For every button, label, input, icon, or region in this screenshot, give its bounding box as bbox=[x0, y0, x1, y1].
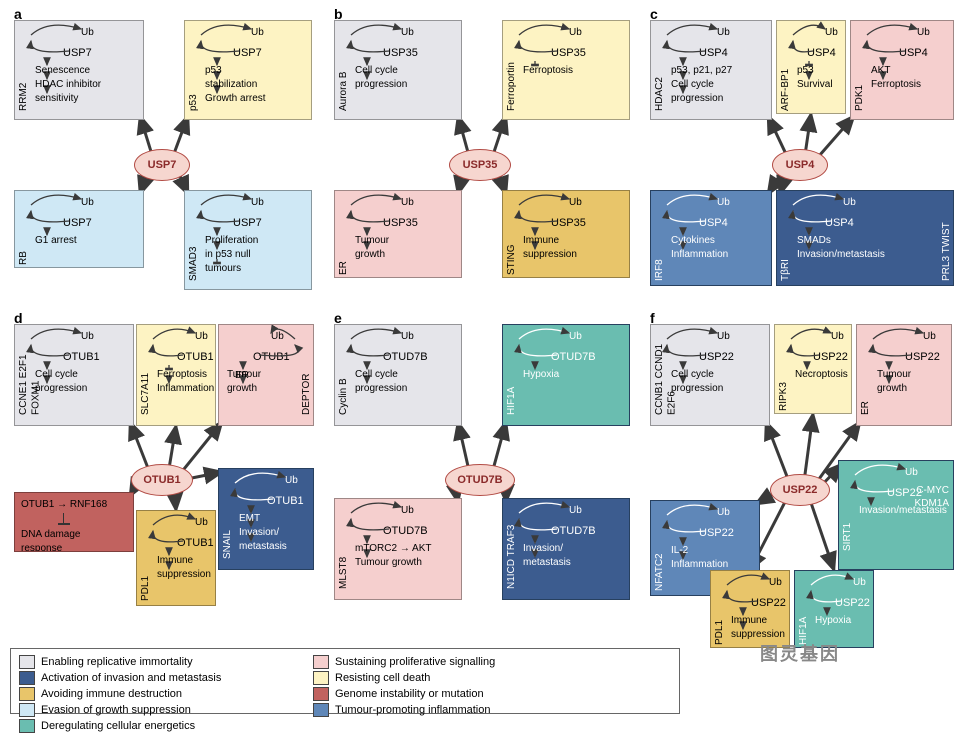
legend-swatch bbox=[19, 655, 35, 669]
legend-item: Tumour-promoting inflammation bbox=[313, 703, 593, 717]
legend-label: Resisting cell death bbox=[335, 672, 430, 684]
legend-swatch bbox=[19, 719, 35, 733]
watermark: 图灵基因 bbox=[760, 640, 840, 666]
legend-label: Sustaining proliferative signalling bbox=[335, 656, 495, 668]
box-c-0: HDAC2UbUSP4p53, p21, p27Cell cycleprogre… bbox=[650, 20, 772, 120]
hub-e: OTUD7B bbox=[445, 464, 515, 496]
box-c-4: TβRIPRL3 TWISTUbUSP4SMADsInvasion/metast… bbox=[776, 190, 954, 286]
box-c-3: IRF8UbUSP4CytokinesInflammation bbox=[650, 190, 772, 286]
box-c-1: ARF-BP1UbUSP4p53Survival bbox=[776, 20, 846, 114]
legend: Enabling replicative immortality Sustaini… bbox=[10, 648, 680, 714]
box-a-1: p53UbUSP7p53stabilizationGrowth arrest bbox=[184, 20, 312, 120]
box-f-2: ERUbUSP22Tumourgrowth bbox=[856, 324, 952, 426]
legend-swatch bbox=[313, 671, 329, 685]
box-d-5: SNAILUbOTUB1EMTInvasion/metastasis bbox=[218, 468, 314, 570]
box-d-1: SLC7A11UbOTUB1FerroptosisInflammation bbox=[136, 324, 216, 426]
box-f-1: RIPK3UbUSP22Necroptosis bbox=[774, 324, 852, 414]
box-b-0: Aurora BUbUSP35Cell cycleprogression bbox=[334, 20, 462, 120]
legend-item: Resisting cell death bbox=[313, 671, 593, 685]
box-d-0: CCNE1 E2F1 FOXM1UbOTUB1Cell cycleprogres… bbox=[14, 324, 134, 426]
box-e-2: MLST8UbOTUD7BmTORC2 → AKTTumour growth bbox=[334, 498, 462, 600]
box-c-2: PDK1UbUSP4AKTFerroptosis bbox=[850, 20, 954, 120]
box-f-0: CCNB1 CCND1 E2F6UbUSP22Cell cycleprogres… bbox=[650, 324, 770, 426]
legend-swatch bbox=[313, 655, 329, 669]
legend-item: Genome instability or mutation bbox=[313, 687, 593, 701]
box-b-1: FerroportinUbUSP35Ferroptosis bbox=[502, 20, 630, 120]
legend-label: Tumour-promoting inflammation bbox=[335, 704, 490, 716]
legend-item: Activation of invasion and metastasis bbox=[19, 671, 299, 685]
box-f-6: HIF1AUbUSP22Hypoxia bbox=[794, 570, 874, 648]
box-a-0: RRM2UbUSP7SenescenceHDAC inhibitorsensit… bbox=[14, 20, 144, 120]
legend-swatch bbox=[19, 703, 35, 717]
box-a-3: SMAD3UbUSP7Proliferationin p53 nulltumou… bbox=[184, 190, 312, 290]
hub-a: USP7 bbox=[134, 149, 190, 181]
box-d-3: OTUB1 → RNF168DNA damageresponse bbox=[14, 492, 134, 552]
box-a-2: RBUbUSP7G1 arrest bbox=[14, 190, 144, 268]
hub-f: USP22 bbox=[770, 474, 830, 506]
box-e-1: HIF1AUbOTUD7BHypoxia bbox=[502, 324, 630, 426]
hub-c: USP4 bbox=[772, 149, 828, 181]
legend-label: Activation of invasion and metastasis bbox=[41, 672, 221, 684]
hub-d: OTUB1 bbox=[131, 464, 193, 496]
box-b-3: STINGUbUSP35Immunesuppression bbox=[502, 190, 630, 278]
legend-label: Evasion of growth suppression bbox=[41, 704, 191, 716]
box-d-4: PDL1UbOTUB1Immunesuppression bbox=[136, 510, 216, 606]
legend-swatch bbox=[19, 671, 35, 685]
box-f-5: PDL1UbUSP22Immunesuppression bbox=[710, 570, 790, 648]
legend-label: Genome instability or mutation bbox=[335, 688, 484, 700]
legend-swatch bbox=[19, 687, 35, 701]
legend-swatch bbox=[313, 703, 329, 717]
legend-item: Enabling replicative immortality bbox=[19, 655, 299, 669]
box-b-2: ERUbUSP35Tumourgrowth bbox=[334, 190, 462, 278]
legend-item: Evasion of growth suppression bbox=[19, 703, 299, 717]
box-d-2: DEPTORERUbOTUB1Tumourgrowth bbox=[218, 324, 314, 426]
legend-label: Enabling replicative immortality bbox=[41, 656, 193, 668]
legend-swatch bbox=[313, 687, 329, 701]
hub-b: USP35 bbox=[449, 149, 511, 181]
box-e-3: N1ICD TRAF3UbOTUD7BInvasion/metastasis bbox=[502, 498, 630, 600]
box-f-4: SIRT1UbUSP22C-MYC KDM1AInvasion/metastas… bbox=[838, 460, 954, 570]
legend-label: Avoiding immune destruction bbox=[41, 688, 182, 700]
legend-item: Sustaining proliferative signalling bbox=[313, 655, 593, 669]
legend-item: Avoiding immune destruction bbox=[19, 687, 299, 701]
legend-item: Deregulating cellular energetics bbox=[19, 719, 299, 733]
box-e-0: Cyclin BUbOTUD7BCell cycleprogression bbox=[334, 324, 462, 426]
